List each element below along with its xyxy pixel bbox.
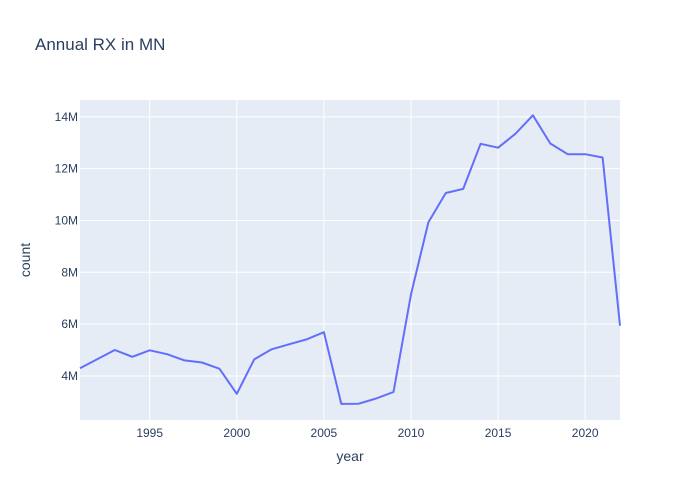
chart-title: Annual RX in MN xyxy=(35,35,165,54)
x-axis-title: year xyxy=(336,448,364,464)
y-tick-label: 14M xyxy=(55,110,78,124)
y-tick-label: 8M xyxy=(61,265,78,279)
y-tick-label: 12M xyxy=(55,162,78,176)
x-tick-label: 1995 xyxy=(136,426,163,440)
y-axis-ticks: 4M 6M 8M 10M 12M 14M xyxy=(55,110,78,383)
x-tick-label: 2020 xyxy=(572,426,599,440)
x-tick-label: 2010 xyxy=(398,426,425,440)
x-tick-label: 2015 xyxy=(485,426,512,440)
y-axis-title: count xyxy=(17,243,33,277)
x-tick-label: 2005 xyxy=(311,426,338,440)
plot-area xyxy=(80,100,620,420)
x-tick-label: 2000 xyxy=(223,426,250,440)
x-axis-ticks: 1995 2000 2005 2010 2015 2020 xyxy=(136,426,599,440)
y-tick-label: 4M xyxy=(61,369,78,383)
y-tick-label: 10M xyxy=(55,213,78,227)
y-tick-label: 6M xyxy=(61,317,78,331)
series-line xyxy=(79,114,621,405)
series-group xyxy=(79,114,621,405)
